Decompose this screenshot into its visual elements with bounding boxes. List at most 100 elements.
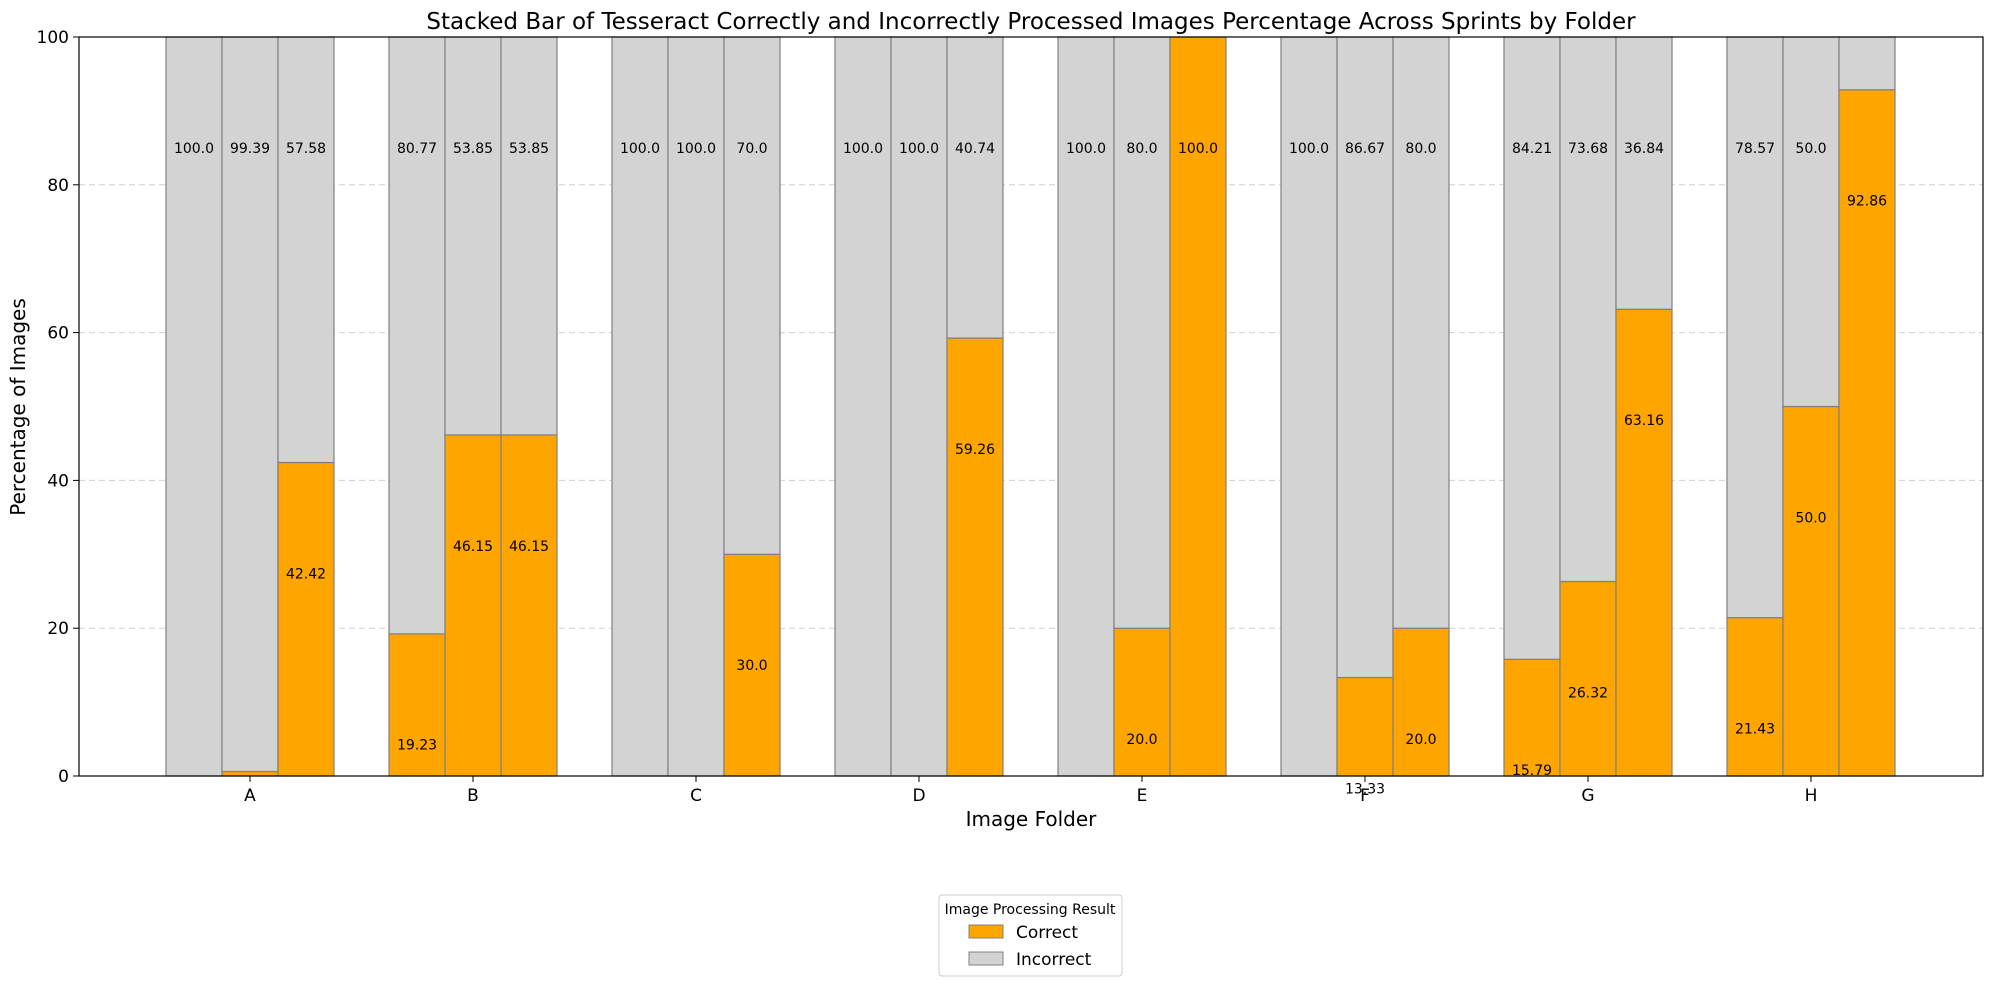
bar-correct bbox=[500, 434, 558, 777]
bars bbox=[165, 36, 1896, 777]
bar-incorrect bbox=[1559, 36, 1617, 583]
bar-incorrect bbox=[1782, 36, 1840, 408]
bar-incorrect bbox=[1336, 36, 1394, 679]
data-label-incorrect: 80.0 bbox=[1405, 141, 1436, 157]
data-label-incorrect: 100.0 bbox=[843, 141, 883, 157]
data-label-correct: 59.26 bbox=[955, 442, 995, 458]
bar-correct bbox=[1726, 617, 1784, 777]
data-label-incorrect: 78.57 bbox=[1735, 141, 1775, 157]
legend-swatch-incorrect bbox=[968, 951, 1004, 966]
bar-incorrect bbox=[890, 36, 948, 777]
bar-correct bbox=[723, 553, 781, 777]
data-label-incorrect: 86.67 bbox=[1345, 141, 1385, 157]
data-label-correct: 26.32 bbox=[1568, 685, 1608, 701]
data-label-correct: 42.42 bbox=[286, 566, 326, 582]
bar-incorrect bbox=[1503, 36, 1561, 660]
data-label-correct: 19.23 bbox=[397, 738, 437, 754]
data-label-incorrect: 50.0 bbox=[1795, 141, 1826, 157]
data-label-correct: 46.15 bbox=[453, 539, 493, 555]
legend: Image Processing Result Correct Incorrec… bbox=[938, 894, 1123, 977]
data-label-incorrect: 80.77 bbox=[397, 141, 437, 157]
data-label-incorrect: 36.84 bbox=[1624, 141, 1664, 157]
data-label-incorrect: 100.0 bbox=[1289, 141, 1329, 157]
y-axis: 0 20 40 60 80 100 bbox=[37, 28, 79, 787]
data-label-incorrect: 100.0 bbox=[174, 141, 214, 157]
y-tick-label: 40 bbox=[47, 471, 69, 491]
data-label-correct: 30.0 bbox=[736, 658, 767, 674]
data-label-correct: 63.16 bbox=[1624, 413, 1664, 429]
data-label-incorrect: 80.0 bbox=[1126, 141, 1157, 157]
data-label-correct: 21.43 bbox=[1735, 721, 1775, 737]
bar-incorrect bbox=[277, 36, 335, 464]
chart-title: Stacked Bar of Tesseract Correctly and I… bbox=[426, 9, 1636, 35]
bar-incorrect bbox=[1057, 36, 1115, 777]
x-tick-label: C bbox=[690, 786, 702, 806]
data-label-incorrect: 100.0 bbox=[899, 141, 939, 157]
bar-incorrect bbox=[1392, 36, 1450, 629]
bar-incorrect bbox=[1113, 36, 1171, 629]
bar-incorrect bbox=[946, 36, 1004, 339]
bar-correct bbox=[388, 633, 446, 777]
data-label-incorrect: 70.0 bbox=[736, 141, 767, 157]
bar-correct bbox=[277, 461, 335, 777]
data-label-incorrect: 84.21 bbox=[1512, 141, 1552, 157]
data-label-incorrect: 53.85 bbox=[453, 141, 493, 157]
bar-incorrect bbox=[1615, 36, 1673, 310]
data-label-incorrect: 100.0 bbox=[676, 141, 716, 157]
bar-correct bbox=[1392, 627, 1450, 777]
legend-label-correct: Correct bbox=[1016, 923, 1078, 943]
data-label-correct: 20.0 bbox=[1405, 732, 1436, 748]
x-tick-label: D bbox=[912, 786, 925, 806]
bar-incorrect bbox=[723, 36, 781, 555]
data-label-incorrect: 40.74 bbox=[955, 141, 995, 157]
y-tick-label: 20 bbox=[47, 619, 69, 639]
data-label-correct: 50.0 bbox=[1795, 510, 1826, 526]
bar-correct bbox=[1336, 676, 1394, 777]
data-label-correct: 92.86 bbox=[1847, 194, 1887, 210]
x-tick-label: H bbox=[1805, 786, 1818, 806]
data-label-incorrect: 100.0 bbox=[620, 141, 660, 157]
bar-correct bbox=[221, 770, 279, 777]
x-tick-label: A bbox=[244, 786, 256, 806]
x-axis: A B C D E F G H bbox=[244, 776, 1817, 806]
data-label-incorrect: 53.85 bbox=[509, 141, 549, 157]
legend-label-incorrect: Incorrect bbox=[1016, 950, 1092, 970]
data-label-correct: 20.0 bbox=[1126, 732, 1157, 748]
data-label-incorrect: 100.0 bbox=[1066, 141, 1106, 157]
x-tick-label: B bbox=[467, 786, 479, 806]
bar-incorrect bbox=[1280, 36, 1338, 777]
data-label-incorrect: 57.58 bbox=[286, 141, 326, 157]
bar-correct bbox=[1113, 627, 1171, 777]
bar-incorrect bbox=[388, 36, 446, 635]
bar-incorrect bbox=[444, 36, 502, 436]
bar-correct bbox=[946, 337, 1004, 777]
bar-correct bbox=[1169, 36, 1227, 777]
bar-incorrect bbox=[1726, 36, 1784, 619]
bar-correct bbox=[1838, 89, 1896, 777]
legend-title: Image Processing Result bbox=[945, 902, 1116, 918]
plot-frame bbox=[78, 36, 1984, 777]
y-tick-label: 100 bbox=[37, 28, 69, 48]
bar-correct bbox=[1503, 658, 1561, 777]
data-label-correct: 15.79 bbox=[1512, 763, 1552, 779]
x-tick-label: E bbox=[1137, 786, 1148, 806]
data-label-incorrect: 99.39 bbox=[230, 141, 270, 157]
bar-incorrect bbox=[500, 36, 558, 436]
data-label-incorrect: 73.68 bbox=[1568, 141, 1608, 157]
y-tick-label: 0 bbox=[58, 767, 69, 787]
data-label-correct: 13.33 bbox=[1345, 781, 1385, 797]
y-axis-title: Percentage of Images bbox=[6, 298, 30, 516]
y-tick-label: 80 bbox=[47, 176, 69, 196]
bar-correct bbox=[444, 434, 502, 777]
bar-incorrect bbox=[667, 36, 725, 777]
grid-lines bbox=[79, 184, 1983, 629]
y-tick-label: 60 bbox=[47, 324, 69, 344]
bar-incorrect bbox=[834, 36, 892, 777]
bar-incorrect bbox=[1838, 36, 1896, 91]
data-label-correct: 46.15 bbox=[509, 539, 549, 555]
data-labels: 100.0 99.39 42.42 57.58 19.23 80.77 46.15 53.85… bbox=[174, 141, 1887, 797]
x-axis-title: Image Folder bbox=[966, 807, 1098, 831]
x-tick-label: G bbox=[1581, 786, 1594, 806]
bar-correct bbox=[1782, 405, 1840, 777]
